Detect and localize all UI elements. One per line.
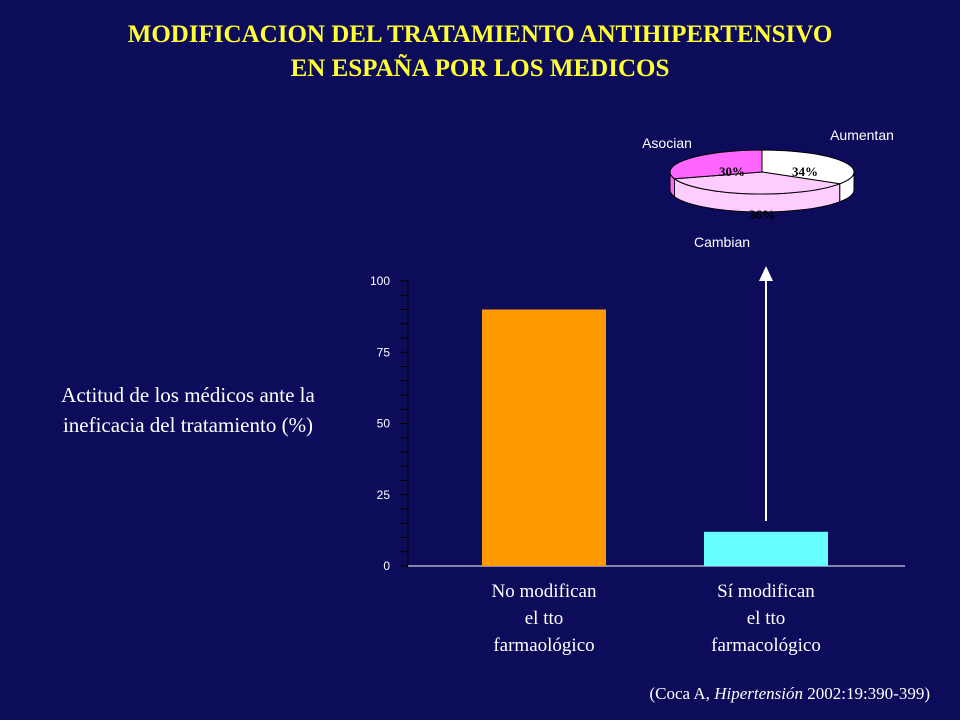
pie-slice-label: Asocian — [642, 135, 692, 151]
y-tick-label: 75 — [377, 345, 391, 359]
citation-suffix: 2002:19:390-399) — [802, 684, 930, 703]
y-axis-description: Actitud de los médicos ante la ineficaci… — [61, 383, 315, 437]
category-label-line: farmacológico — [711, 635, 821, 656]
y-tick-label: 100 — [370, 274, 390, 288]
bar-si-modifican — [704, 531, 828, 566]
arrow-head — [759, 266, 773, 281]
y-tick-label: 25 — [377, 488, 391, 502]
pie-slice-cambian — [673, 171, 842, 195]
pie-slice-label: Cambian — [694, 234, 750, 250]
category-label-line: farmaológico — [493, 635, 595, 656]
y-tick-label: 50 — [377, 417, 391, 431]
category-label-line: el tto — [746, 608, 786, 629]
pie-slice-asocian — [669, 149, 763, 180]
category-label-line: el tto — [524, 608, 564, 629]
category-label-line: Sí modifican — [717, 581, 815, 602]
pie-value-label: 36% — [749, 207, 775, 222]
pie-value-label: 34% — [792, 164, 818, 179]
category-label-si-modifican: Sí modifican el tto farmacológico — [666, 578, 866, 659]
citation: (Coca A, Hipertensión 2002:19:390-399) — [650, 684, 931, 704]
category-label-line: No modifican — [491, 581, 597, 602]
title-line-2: EN ESPAÑA POR LOS MEDICOS — [290, 55, 670, 82]
pie-value-label: 30% — [719, 164, 745, 179]
page-title: MODIFICACION DEL TRATAMIENTO ANTIHIPERTE… — [0, 18, 960, 86]
pie-chart-area: 34% 36% 30% Aumentan Cambian Asocian — [642, 127, 894, 250]
citation-prefix: (Coca A, — [649, 684, 715, 703]
category-label-no-modifican: No modifican el tto farmaológico — [444, 578, 644, 659]
bar-no-modifican — [482, 309, 606, 566]
arrow-annotation — [759, 266, 773, 521]
y-tick-label: 0 — [383, 559, 390, 573]
pie-slice-label: Aumentan — [830, 127, 894, 143]
citation-journal: Hipertensión — [714, 684, 803, 703]
title-line-1: MODIFICACION DEL TRATAMIENTO ANTIHIPERTE… — [127, 21, 833, 48]
bar-chart-area: 0 25 50 75 100 — [370, 274, 905, 573]
